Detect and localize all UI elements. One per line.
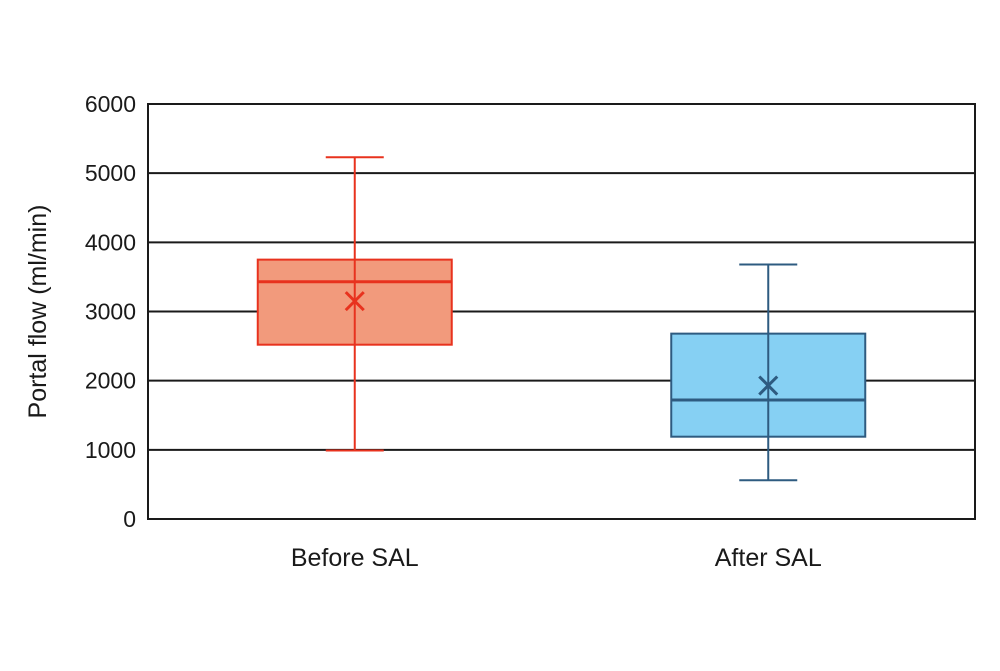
- box-series: [256, 156, 867, 482]
- y-tick-label: 4000: [85, 229, 136, 255]
- y-tick-label: 3000: [85, 299, 136, 325]
- x-category-label: Before SAL: [291, 544, 419, 572]
- mean-marker: [758, 375, 779, 396]
- y-tick-label: 2000: [85, 368, 136, 394]
- y-tick-label: 1000: [85, 437, 136, 463]
- y-tick-labels: 0 1000 2000 3000 4000 5000 6000: [85, 91, 136, 532]
- box-before-sal: [256, 156, 453, 452]
- y-tick-label: 0: [123, 506, 136, 532]
- plot-frame: [147, 103, 976, 520]
- y-tick-label: 6000: [85, 91, 136, 117]
- x-category-label: After SAL: [715, 544, 822, 572]
- mean-marker: [344, 291, 365, 312]
- box-after-sal: [670, 263, 867, 482]
- y-axis-title: Portal flow (ml/min): [24, 205, 52, 419]
- x-category-labels: Before SAL After SAL: [291, 544, 822, 572]
- y-tick-label: 5000: [85, 160, 136, 186]
